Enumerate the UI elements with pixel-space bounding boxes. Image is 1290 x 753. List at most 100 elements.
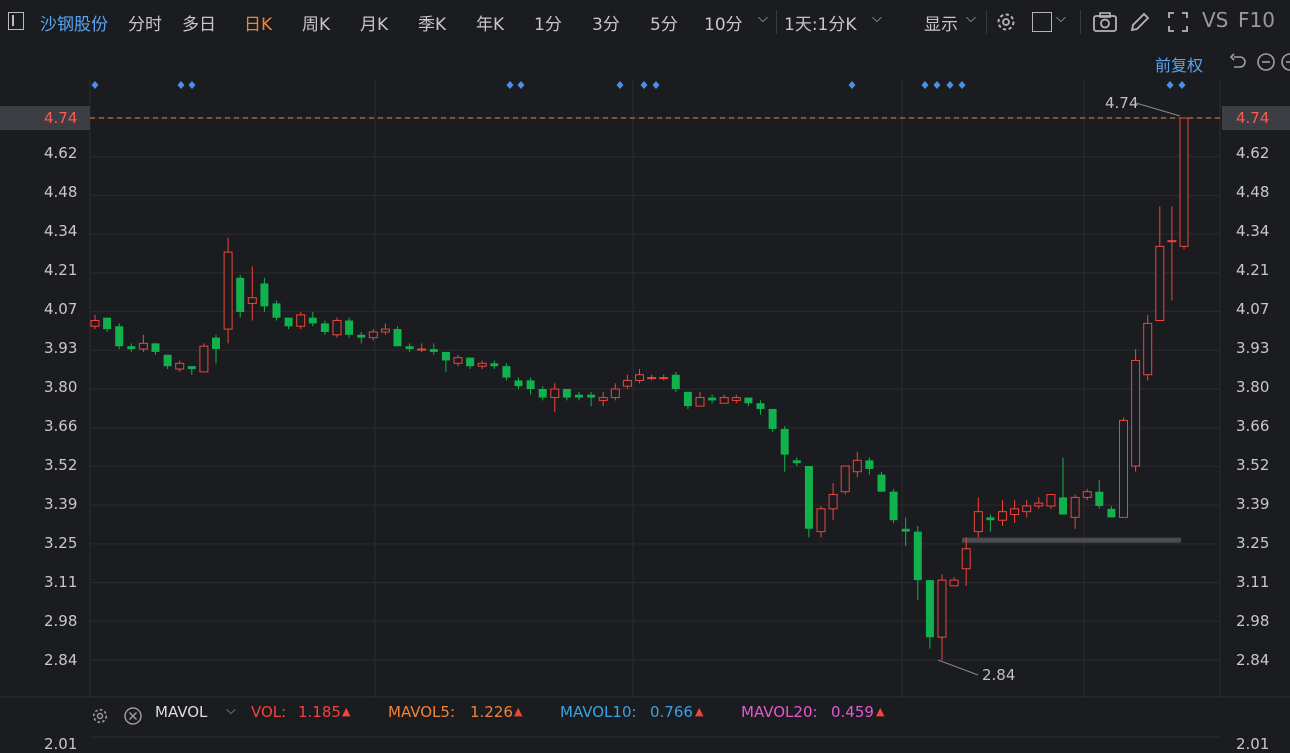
candle-up [840, 465, 850, 493]
y-tick-right: 4.07 [1236, 300, 1270, 318]
tab-weekly-k[interactable]: 周K [302, 15, 331, 35]
candle-up [937, 579, 947, 638]
candle-down [1059, 497, 1067, 515]
mavol10-label: MAVOL10: [560, 703, 637, 721]
candle-down [490, 363, 499, 367]
event-marker-icon [640, 81, 648, 89]
divider [1080, 10, 1081, 34]
tab-monthly-k[interactable]: 月K [360, 15, 389, 35]
candle-down [151, 343, 160, 352]
low-price-label: 2.84 [982, 666, 1016, 684]
pencil-icon[interactable] [1128, 10, 1152, 34]
f10-button[interactable]: F10 [1238, 8, 1275, 32]
zoom-in-icon[interactable] [1280, 52, 1290, 72]
candle-down [308, 317, 317, 324]
draw-box-chevron-icon[interactable]: ⌵ [1056, 11, 1066, 26]
mavol5-label: MAVOL5: [388, 703, 456, 721]
tab-3min[interactable]: 3分 [592, 15, 620, 35]
candle-up [550, 388, 560, 399]
y-tick-left: 4.62 [44, 144, 78, 162]
stock-name[interactable]: 沙钢股份 [40, 15, 108, 35]
candle-up [247, 297, 257, 304]
candle-up [223, 251, 233, 330]
candle-down [744, 397, 753, 404]
candle-down [163, 354, 172, 367]
indicator-name[interactable]: MAVOL [155, 703, 208, 721]
tab-multi-day[interactable]: 多日 [182, 15, 216, 35]
divider [776, 10, 777, 34]
event-marker-icon [177, 81, 185, 89]
mavol5-value: 1.226 [470, 703, 513, 721]
y-tick-right: 4.21 [1236, 261, 1270, 279]
volume-axis-tick-right: 2.01 [1236, 735, 1270, 753]
candle-down [562, 389, 571, 398]
candle-up [961, 548, 971, 570]
tab-5min[interactable]: 5分 [650, 15, 678, 35]
mavol5-up-arrow-icon: ▲ [514, 705, 523, 718]
draw-box-icon[interactable] [1032, 12, 1052, 32]
display-menu[interactable]: 显示 [924, 15, 958, 35]
y-tick-left: 3.39 [44, 495, 78, 513]
period-select[interactable]: 1天:1分K [784, 15, 857, 35]
candle-down [115, 326, 124, 347]
candle-down [575, 394, 583, 398]
candle-down [768, 408, 777, 429]
event-marker-icon [946, 81, 954, 89]
event-marker-icon [933, 81, 941, 89]
candle-down [466, 357, 475, 367]
candle-up [1119, 419, 1128, 518]
tab-quarterly-k[interactable]: 季K [418, 15, 447, 35]
period-select-chevron-icon[interactable]: ⌵ [872, 11, 882, 26]
tab-intraday[interactable]: 分时 [128, 15, 162, 35]
candle-up [1010, 508, 1020, 516]
toolbar: 沙钢股份 分时 多日 日K 周K 月K 季K 年K 1分 3分 5分 10分 ⌵… [0, 0, 1290, 44]
candle-up [1131, 359, 1141, 467]
current-price-right: 4.74 [1236, 109, 1270, 127]
candle-down [260, 283, 269, 307]
high-price-label: 4.74 [1105, 94, 1139, 112]
candle-up [1155, 245, 1165, 322]
y-tick-right: 4.34 [1236, 222, 1270, 240]
y-tick-left: 3.93 [44, 339, 78, 357]
candlestick-plot[interactable] [0, 44, 1290, 751]
sidebar-toggle-icon[interactable] [8, 12, 24, 30]
candle-up [332, 320, 342, 336]
candle-up [659, 377, 669, 380]
indicator-settings-icon[interactable] [90, 706, 110, 726]
event-marker-icon [1166, 81, 1174, 89]
fullscreen-icon[interactable] [1166, 10, 1190, 34]
more-periods-chevron-icon[interactable]: ⌵ [758, 11, 768, 26]
candle-up [998, 511, 1007, 521]
display-chevron-icon[interactable]: ⌵ [966, 11, 976, 26]
mavol10-up-arrow-icon: ▲ [695, 705, 704, 718]
tab-yearly-k[interactable]: 年K [476, 15, 505, 35]
candlestick-chart[interactable]: 前复权 4.74 4.62 4.48 4.34 4.21 4.07 3.93 3… [0, 44, 1290, 753]
camera-icon[interactable] [1092, 10, 1118, 34]
candle-down [804, 466, 813, 529]
tab-1min[interactable]: 1分 [534, 15, 562, 35]
candle-up [453, 357, 463, 364]
undo-icon[interactable] [1228, 52, 1248, 72]
candle-up [1082, 491, 1092, 498]
adjust-mode-button[interactable]: 前复权 [1155, 56, 1204, 75]
settings-gear-icon[interactable] [994, 10, 1018, 34]
candle-up [647, 377, 657, 380]
high-leader-line [1135, 102, 1181, 117]
tab-daily-k[interactable]: 日K [244, 15, 273, 35]
close-indicator-icon[interactable] [123, 706, 143, 726]
zoom-out-icon[interactable] [1256, 52, 1276, 72]
y-tick-right: 2.84 [1236, 651, 1270, 669]
compare-button[interactable]: VS [1202, 8, 1229, 32]
candle-down [405, 346, 414, 350]
candle-up [1167, 240, 1177, 243]
indicator-select-chevron-icon[interactable]: ⌵ [226, 703, 236, 718]
mavol20-label: MAVOL20: [741, 703, 818, 721]
candle-up [598, 397, 608, 401]
event-marker-icon [188, 81, 196, 89]
candle-down [901, 528, 910, 532]
y-tick-left: 4.07 [44, 300, 78, 318]
y-tick-right: 3.93 [1236, 339, 1270, 357]
event-marker-icon [1178, 81, 1186, 89]
candle-down [756, 403, 765, 409]
tab-10min[interactable]: 10分 [704, 15, 743, 35]
